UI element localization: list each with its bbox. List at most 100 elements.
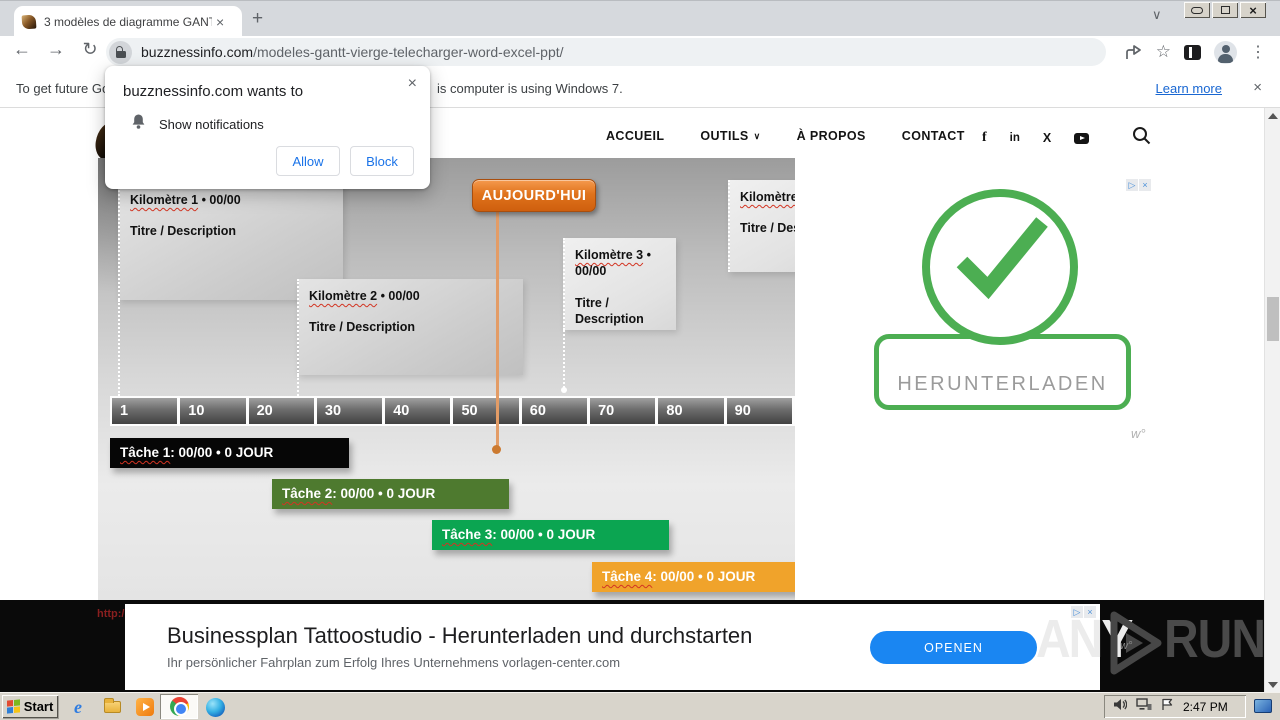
folder-icon bbox=[104, 698, 121, 713]
share-icon[interactable] bbox=[1125, 44, 1143, 61]
milestone-card-2: Kilomètre 2 • 00/00 Titre / Description bbox=[297, 279, 523, 375]
minimize-icon bbox=[1191, 6, 1203, 14]
nav-contact[interactable]: CONTACT bbox=[901, 129, 965, 143]
youtube-icon[interactable] bbox=[1074, 132, 1090, 144]
close-window-button[interactable]: × bbox=[1240, 2, 1266, 18]
address-bar[interactable]: buzznessinfo.com/modeles-gantt-vierge-te… bbox=[106, 38, 1106, 66]
system-tray: 2:47 PM bbox=[1104, 695, 1246, 718]
nav-apropos[interactable]: À PROPOS bbox=[796, 129, 866, 143]
minimize-button[interactable] bbox=[1184, 2, 1210, 18]
tab-strip: 3 modèles de diagramme GANTT vier × + ∨ … bbox=[0, 0, 1280, 37]
milestone-dot bbox=[561, 387, 567, 393]
page-scrollbar[interactable] bbox=[1264, 108, 1280, 693]
task-bar-4: Tâche 4: 00/00 • 0 JOUR bbox=[592, 562, 795, 592]
milestone-card-3: Kilomètre 3 • 00/00 Titre / Description bbox=[563, 238, 676, 330]
scrollbar-thumb[interactable] bbox=[1267, 297, 1279, 341]
tab-search-icon[interactable]: ∨ bbox=[1152, 7, 1162, 22]
new-tab-button[interactable]: + bbox=[252, 8, 264, 29]
browser-tab[interactable]: 3 modèles de diagramme GANTT vier × bbox=[14, 6, 242, 37]
milestone-card-4: Kilomètre Titre / Des bbox=[728, 180, 795, 272]
tab-title: 3 modèles de diagramme GANTT vier bbox=[44, 14, 212, 29]
network-icon[interactable] bbox=[1136, 697, 1152, 716]
ad-close-icon[interactable]: × bbox=[1084, 606, 1096, 618]
dialog-close-icon[interactable]: × bbox=[407, 75, 417, 92]
adchoices-icon[interactable]: ▷ bbox=[1071, 606, 1083, 618]
facebook-icon[interactable]: f bbox=[982, 130, 987, 145]
browser-menu-icon[interactable]: ⋮ bbox=[1250, 44, 1266, 61]
ad-provider-logo[interactable]: w° bbox=[1131, 426, 1146, 441]
allow-button[interactable]: Allow bbox=[276, 146, 340, 176]
adchoices-badge[interactable]: ▷ × bbox=[1126, 179, 1151, 191]
scale-cell: 10 bbox=[180, 398, 246, 424]
url-text[interactable]: buzznessinfo.com/modeles-gantt-vierge-te… bbox=[141, 44, 564, 60]
scale-cell: 80 bbox=[658, 398, 724, 424]
check-icon bbox=[948, 212, 1052, 309]
windows-flag-icon bbox=[6, 699, 20, 714]
scale-cell: 30 bbox=[316, 398, 383, 424]
adchoices-badge[interactable]: ▷ × bbox=[1071, 606, 1096, 618]
linkedin-icon[interactable]: in bbox=[1009, 132, 1020, 144]
start-label: Start bbox=[23, 699, 54, 714]
side-ad-download-button[interactable]: HERUNTERLADEN bbox=[874, 334, 1131, 410]
browser-toolbar: ← → ↻ buzznessinfo.com/modeles-gantt-vie… bbox=[0, 36, 1280, 68]
anyrun-logo-icon bbox=[1106, 608, 1164, 683]
reload-button[interactable]: ↻ bbox=[82, 39, 98, 59]
today-line-dot bbox=[492, 445, 501, 454]
tab-close-icon[interactable]: × bbox=[216, 13, 225, 30]
task-bar-2: Tâche 2: 00/00 • 0 JOUR bbox=[272, 479, 509, 509]
scrollbar-up-icon[interactable] bbox=[1268, 113, 1278, 119]
side-panel-icon[interactable] bbox=[1184, 44, 1201, 60]
taskbar-ie-button[interactable]: e bbox=[74, 696, 82, 718]
x-twitter-icon[interactable]: X bbox=[1042, 131, 1052, 145]
banner-subline: Ihr persönlicher Fahrplan zum Erfolg Ihr… bbox=[167, 655, 621, 670]
internet-explorer-icon: e bbox=[74, 696, 82, 717]
scale-cell: 40 bbox=[385, 398, 451, 424]
milestone-dropline bbox=[118, 300, 120, 396]
windows-taskbar: Start e 2:47 PM bbox=[0, 692, 1280, 720]
taskbar-explorer-button[interactable] bbox=[104, 696, 121, 718]
learn-more-link[interactable]: Learn more bbox=[1155, 81, 1222, 96]
scale-cell: 70 bbox=[590, 398, 656, 424]
taskbar-edge-button[interactable] bbox=[206, 696, 225, 718]
profile-avatar[interactable] bbox=[1214, 40, 1237, 64]
banner-cta-button[interactable]: OPENEN bbox=[870, 631, 1037, 664]
nav-accueil[interactable]: ACCUEIL bbox=[606, 129, 665, 143]
watermark-provider-mark: w° bbox=[1120, 640, 1133, 652]
scale-cell: 50 bbox=[453, 398, 519, 424]
infobar-close-icon[interactable]: × bbox=[1253, 79, 1262, 96]
banner-headline[interactable]: Businessplan Tattoostudio - Herunterlade… bbox=[167, 623, 753, 648]
scrollbar-down-icon[interactable] bbox=[1268, 682, 1278, 688]
start-button[interactable]: Start bbox=[2, 695, 58, 718]
chrome-icon bbox=[169, 697, 189, 716]
banner-ad[interactable]: Businessplan Tattoostudio - Herunterlade… bbox=[125, 604, 1100, 690]
forward-button[interactable]: → bbox=[47, 39, 65, 59]
action-center-flag-icon[interactable] bbox=[1161, 698, 1174, 716]
chevron-down-icon: ∨ bbox=[753, 131, 761, 141]
back-button[interactable]: ← bbox=[13, 39, 31, 59]
page-bottom-area: http:/ Businessplan Tattoostudio - Herun… bbox=[0, 600, 1280, 693]
task-bar-1: Tâche 1: 00/00 • 0 JOUR bbox=[110, 438, 349, 468]
media-player-icon bbox=[136, 698, 154, 716]
block-button[interactable]: Block bbox=[350, 146, 414, 176]
scale-cell: 20 bbox=[248, 398, 314, 424]
window-controls: × bbox=[1184, 2, 1266, 18]
taskbar-chrome-button[interactable] bbox=[160, 694, 198, 719]
gantt-chart-image: Kilomètre 1 • 00/00 Titre / Description … bbox=[98, 158, 795, 600]
permission-item-label: Show notifications bbox=[159, 116, 264, 132]
adchoices-icon[interactable]: ▷ bbox=[1126, 179, 1138, 191]
today-line bbox=[496, 212, 499, 448]
taskbar-clock[interactable]: 2:47 PM bbox=[1183, 699, 1228, 714]
search-icon[interactable] bbox=[1132, 126, 1151, 145]
bookmark-star-icon[interactable]: ☆ bbox=[1155, 42, 1171, 61]
lock-icon[interactable] bbox=[109, 40, 132, 64]
maximize-icon bbox=[1220, 3, 1235, 14]
ad-close-icon[interactable]: × bbox=[1139, 179, 1151, 191]
scale-cell: 60 bbox=[521, 398, 588, 424]
show-desktop-button[interactable] bbox=[1254, 699, 1272, 713]
volume-icon[interactable] bbox=[1113, 698, 1128, 716]
nav-outils[interactable]: OUTILS ∨ bbox=[700, 129, 761, 143]
maximize-button[interactable] bbox=[1212, 2, 1238, 18]
taskbar-mediaplayer-button[interactable] bbox=[136, 696, 154, 718]
close-icon: × bbox=[1249, 2, 1257, 18]
side-ad-label: HERUNTERLADEN bbox=[897, 373, 1108, 395]
